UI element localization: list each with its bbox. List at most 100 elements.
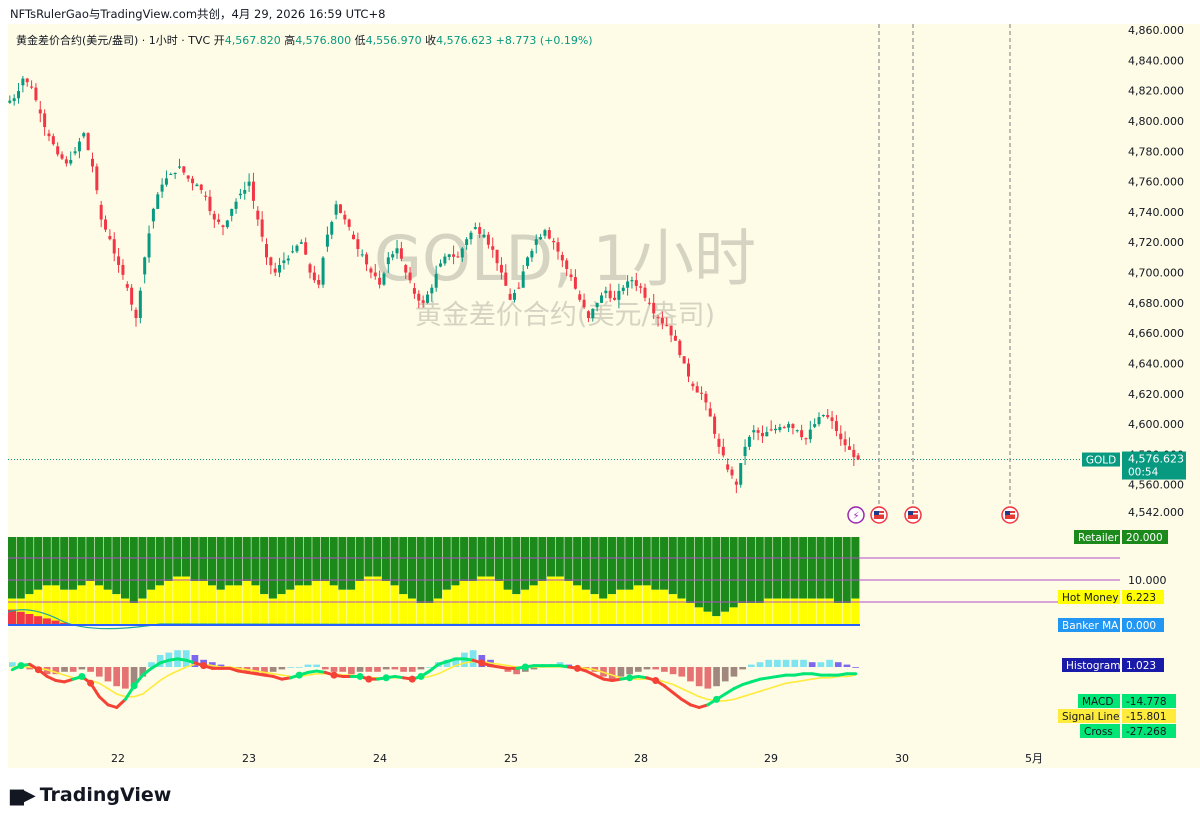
candle [164, 178, 168, 185]
macd-line [671, 691, 684, 701]
candle [69, 159, 73, 164]
candle [56, 146, 60, 155]
histogram-bar [9, 662, 16, 667]
histogram-bar [217, 664, 225, 667]
candle [30, 86, 34, 88]
candle [382, 273, 386, 285]
retailer-bar [277, 537, 286, 595]
retailer-bar [607, 537, 616, 595]
candle [730, 469, 734, 476]
histogram-bar [348, 667, 355, 675]
candle [243, 189, 247, 194]
retailer-bar [338, 537, 347, 590]
candle [34, 87, 38, 101]
banker-ma-value [1122, 618, 1164, 632]
hot-money-bar [155, 585, 164, 625]
cross-marker [295, 671, 303, 679]
candle [508, 293, 512, 300]
candle [673, 335, 677, 341]
candle [221, 225, 225, 228]
macd-value [1122, 694, 1176, 708]
candle [356, 239, 360, 250]
candle [325, 234, 329, 247]
histogram-bar [817, 662, 825, 667]
price-tag [1122, 451, 1186, 480]
histogram-bar [365, 667, 373, 672]
candle [143, 257, 147, 275]
cross-marker [200, 662, 208, 670]
candle [787, 424, 791, 428]
histogram-bar [747, 664, 755, 667]
histogram-bar [608, 667, 616, 679]
y-tick-label: 4,860.000 [1128, 24, 1184, 37]
y-tick-label: 4,660.000 [1128, 327, 1184, 340]
candle [534, 239, 538, 245]
histogram-bar [852, 667, 859, 668]
candle [108, 236, 112, 240]
hot-money-bar [781, 598, 790, 625]
candle [717, 438, 721, 447]
candle [421, 300, 425, 303]
macd-line [158, 658, 171, 665]
candle [582, 299, 586, 308]
histogram-bar [626, 667, 633, 675]
symbol-tag [1082, 452, 1120, 467]
retailer-bar [129, 537, 138, 603]
lightning-icon-glyph: ⚡ [852, 511, 859, 522]
retailer-tag-text: Retailer [1078, 532, 1119, 544]
hot-money-bar [94, 585, 104, 625]
candle [112, 239, 116, 254]
hot-money-bar [712, 616, 721, 625]
y-tick-label: 4,740.000 [1128, 206, 1184, 219]
retailer-bar [190, 537, 199, 581]
candle [312, 272, 316, 281]
cross-marker [330, 671, 338, 679]
hot-money-bar [486, 576, 495, 625]
histogram-bar [730, 667, 738, 677]
histogram-bar [191, 655, 199, 667]
symbol-name[interactable]: 黄金差价合约(美元/盎司) · 1小时 · TVC [16, 34, 211, 47]
candle [678, 340, 682, 356]
x-tick-label: 22 [111, 752, 125, 765]
histogram-tag-text: Histogram [1066, 660, 1120, 672]
candle [599, 295, 603, 303]
macd-line [106, 703, 119, 709]
retailer-bar [34, 537, 43, 590]
banker-ma-tag-text: Banker MA [1062, 620, 1119, 632]
retailer-bar [268, 537, 277, 599]
hot-money-bar [121, 598, 130, 625]
candle [734, 481, 738, 485]
retailer-bar [660, 537, 669, 590]
macd-line [688, 703, 701, 709]
x-tick-label: 30 [895, 752, 909, 765]
histogram-bar [695, 667, 703, 687]
tradingview-logo[interactable]: ▆▶ TradingView [10, 784, 171, 806]
histogram-bar [313, 664, 320, 667]
hot-money-value-text: 6.223 [1126, 592, 1156, 604]
retailer-value-text: 20.000 [1126, 532, 1163, 544]
candle [338, 204, 342, 213]
hot-money-bar [225, 585, 234, 625]
retailer-bar [181, 537, 190, 577]
histogram-bar [339, 667, 347, 672]
retailer-bar [68, 537, 77, 590]
candle [521, 271, 525, 288]
retailer-bar [729, 537, 738, 608]
histogram-bar [408, 667, 416, 672]
histogram-bar [765, 659, 773, 667]
histogram-bar [208, 662, 216, 667]
candle [12, 98, 16, 101]
histogram-bar [452, 657, 460, 667]
retailer-bar [364, 537, 373, 577]
macd-line [741, 680, 753, 687]
hot-money-bar [773, 598, 782, 625]
hot-money-bar [138, 598, 147, 625]
candle [539, 237, 543, 240]
retailer-bar [16, 537, 25, 599]
retailer-bar [8, 537, 17, 599]
histogram-tag [1062, 658, 1120, 672]
candle [282, 260, 286, 264]
histogram-bar [139, 667, 147, 677]
hot-money-bar [668, 594, 677, 625]
